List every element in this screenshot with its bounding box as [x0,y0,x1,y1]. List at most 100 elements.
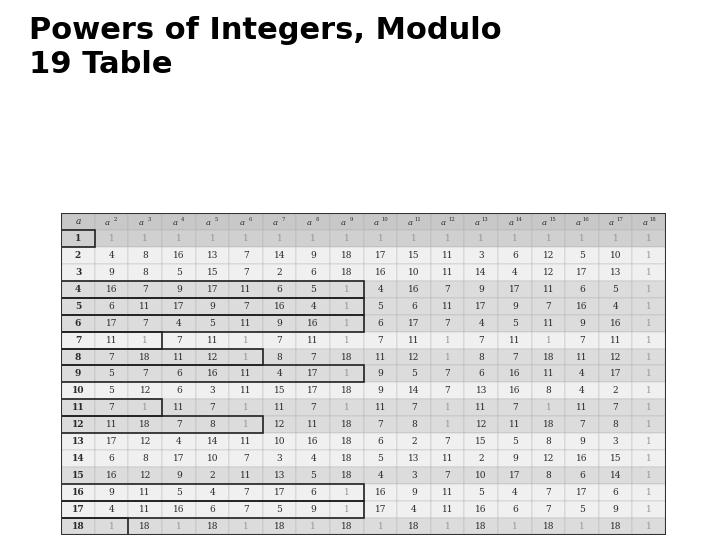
Text: 16: 16 [106,471,117,480]
Bar [162,247,196,264]
Bar [263,281,297,298]
Text: 1: 1 [143,403,148,412]
Bar [397,298,431,315]
Text: 11: 11 [576,403,588,412]
Bar [599,315,632,332]
Text: 5: 5 [176,268,181,277]
Bar [95,315,128,332]
Bar [464,450,498,467]
Text: 3: 3 [613,437,618,446]
Text: 1: 1 [109,234,114,243]
Text: 12: 12 [543,268,554,277]
Bar [128,230,162,247]
Text: 1: 1 [647,471,652,480]
Text: 6: 6 [579,471,585,480]
Bar [128,382,162,399]
Text: 15: 15 [72,471,84,480]
Bar [297,366,330,382]
Text: 9: 9 [310,251,316,260]
Bar [498,315,531,332]
Text: 14: 14 [516,217,522,222]
Bar [431,349,464,366]
Bar [263,416,297,433]
Text: 15: 15 [408,251,420,260]
Text: 1: 1 [647,437,652,446]
Bar [61,281,95,298]
Bar [531,399,565,416]
Bar [364,332,397,349]
Bar [464,315,498,332]
Bar [464,230,498,247]
Text: 11: 11 [415,217,421,222]
Bar [263,349,297,366]
Text: 11: 11 [543,285,554,294]
Bar [162,433,196,450]
Text: 11: 11 [207,336,218,345]
Bar [95,484,128,501]
Text: 7: 7 [143,319,148,328]
Text: 6: 6 [377,319,383,328]
Bar [162,366,196,382]
Bar [431,399,464,416]
Text: 5: 5 [579,251,585,260]
Bar [498,399,531,416]
Bar [297,518,330,535]
Bar [61,450,95,467]
Bar [162,213,196,230]
Bar [397,484,431,501]
Text: 3: 3 [75,268,81,277]
Text: 3: 3 [478,251,484,260]
Bar [128,281,162,298]
Bar [397,264,431,281]
Bar [297,450,330,467]
Bar [397,349,431,366]
Bar [632,467,666,484]
Text: 7: 7 [310,353,316,362]
Text: 18: 18 [341,420,353,429]
Text: 7: 7 [75,336,81,345]
Bar [531,264,565,281]
Text: 9: 9 [411,488,417,497]
Text: 7: 7 [512,403,518,412]
Text: 8: 8 [613,420,618,429]
Bar [263,332,297,349]
Text: 1: 1 [210,234,215,243]
Text: 7: 7 [282,217,285,222]
Text: 17: 17 [72,505,84,514]
Text: 17: 17 [106,319,117,328]
Text: 1: 1 [344,285,350,294]
Text: 8: 8 [546,386,552,395]
Text: 6: 6 [248,217,252,222]
Bar [632,349,666,366]
Bar [632,433,666,450]
Text: 17: 17 [274,488,285,497]
Text: 1: 1 [176,234,181,243]
Text: 16: 16 [307,319,319,328]
Bar [263,501,297,518]
Text: 13: 13 [408,454,420,463]
Text: 7: 7 [176,420,181,429]
Bar [498,433,531,450]
Bar [397,399,431,416]
Text: 7: 7 [445,369,451,379]
Bar [297,264,330,281]
Bar [196,501,229,518]
Text: 1: 1 [243,336,249,345]
Bar [128,264,162,281]
Text: 13: 13 [475,386,487,395]
Text: 6: 6 [613,488,618,497]
Text: 15: 15 [207,268,218,277]
Bar [162,501,196,518]
Bar [364,399,397,416]
Bar [632,315,666,332]
Text: 6: 6 [310,488,316,497]
Bar [632,399,666,416]
Bar [196,382,229,399]
Text: 5: 5 [411,369,417,379]
Text: 18: 18 [274,522,285,531]
Bar [229,450,263,467]
Text: 16: 16 [207,369,218,379]
Bar [431,484,464,501]
Text: 18: 18 [408,522,420,531]
Bar [61,298,364,315]
